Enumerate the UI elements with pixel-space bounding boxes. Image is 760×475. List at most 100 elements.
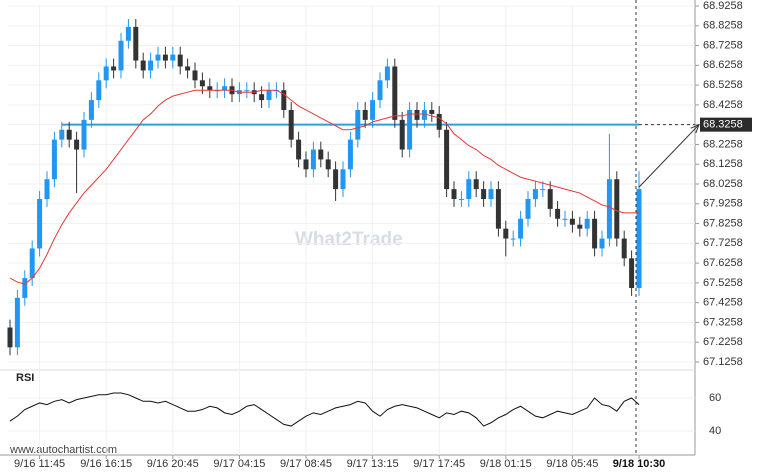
candle-body xyxy=(81,119,87,150)
arrow-head xyxy=(690,123,700,134)
y-tick-label: 67.9258 xyxy=(703,198,743,210)
y-tick-label: 68.8258 xyxy=(703,20,743,32)
candle-body xyxy=(162,54,168,61)
candle-body xyxy=(377,80,383,101)
candle-body xyxy=(510,238,516,240)
y-tick-label: 67.1258 xyxy=(703,356,743,368)
candle-body xyxy=(318,149,324,160)
candle-body xyxy=(429,109,435,114)
candle-body xyxy=(51,139,57,180)
candle-body xyxy=(384,66,390,81)
candle-body xyxy=(7,327,13,348)
candle-body xyxy=(303,159,309,170)
y-tick-label: 68.9258 xyxy=(703,0,743,12)
candle-body xyxy=(244,90,250,92)
candle-body xyxy=(259,94,265,101)
candle-body xyxy=(569,218,575,225)
candle-body xyxy=(177,54,183,67)
candle-body xyxy=(37,198,43,249)
candle-body xyxy=(532,189,538,199)
candle-body xyxy=(74,139,80,150)
candle-body xyxy=(192,70,198,81)
candle-body xyxy=(392,66,398,120)
candle-body xyxy=(636,189,642,288)
candle-body xyxy=(29,248,35,279)
candle-body xyxy=(518,218,524,239)
candle-body xyxy=(555,208,561,219)
candle-body xyxy=(118,40,124,71)
candle-body xyxy=(170,54,176,61)
candle-body xyxy=(621,238,627,259)
candle-body xyxy=(495,189,501,229)
candle-body xyxy=(458,198,464,200)
candle-body xyxy=(466,179,472,199)
candle-body xyxy=(88,100,94,120)
projection-arrow xyxy=(638,124,700,188)
y-tick-label: 67.8258 xyxy=(703,217,743,229)
candle-body xyxy=(562,218,568,220)
y-tick-label: 68.1258 xyxy=(703,158,743,170)
x-tick-label: 9/16 20:45 xyxy=(147,458,199,470)
candle-body xyxy=(525,198,531,219)
candle-body xyxy=(133,26,139,61)
candle-body xyxy=(473,179,479,190)
candle-body xyxy=(407,109,413,150)
y-tick-label: 67.6258 xyxy=(703,257,743,269)
tick-highlight xyxy=(700,117,752,132)
rsi-line xyxy=(9,392,640,427)
candle-body xyxy=(414,109,420,120)
candle-body xyxy=(592,218,598,249)
x-tick-label: 9/17 17:45 xyxy=(413,458,465,470)
y-tick-label: 68.6258 xyxy=(703,59,743,71)
candle-body xyxy=(199,80,205,87)
x-tick-label: 9/18 05:45 xyxy=(546,458,598,470)
candle-body xyxy=(340,169,346,190)
y-tick-label: 67.7258 xyxy=(703,237,743,249)
candle-body xyxy=(481,189,487,199)
rsi-label: RSI xyxy=(16,372,34,384)
y-tick-label: 68.5258 xyxy=(703,79,743,91)
candle-body xyxy=(96,80,102,101)
candle-body xyxy=(370,100,376,120)
x-tick-label: 9/17 04:15 xyxy=(213,458,265,470)
candle-body xyxy=(281,90,287,110)
x-tick-label: 9/17 13:15 xyxy=(347,458,399,470)
candle-body xyxy=(488,189,494,199)
y-tick-label: 67.4258 xyxy=(703,297,743,309)
candle-body xyxy=(547,189,553,209)
candle-body xyxy=(355,109,361,140)
y-tick-label: 68.2258 xyxy=(703,138,743,150)
candle-body xyxy=(222,86,228,91)
candle-body xyxy=(347,139,353,170)
candle-body xyxy=(399,119,405,150)
candle-body xyxy=(606,179,612,239)
candle-body xyxy=(577,224,583,229)
candle-body xyxy=(451,189,457,199)
candle-body xyxy=(44,179,50,199)
y-tick-label: 67.5258 xyxy=(703,277,743,289)
moving-average xyxy=(9,89,639,285)
candle-body xyxy=(59,129,65,140)
x-tick-label: 9/18 10:30 xyxy=(613,458,666,470)
candle-body xyxy=(503,228,509,239)
candle-body xyxy=(207,86,213,91)
x-tick-label: 9/16 16:15 xyxy=(80,458,132,470)
y-tick-label: 68.0258 xyxy=(703,178,743,190)
candle-body xyxy=(614,179,620,239)
candle-body xyxy=(66,129,72,140)
candle-body xyxy=(333,169,339,190)
candle-body xyxy=(125,26,131,41)
candle-body xyxy=(325,159,331,170)
candle-body xyxy=(140,60,146,71)
candle-body xyxy=(288,109,294,140)
candle-body xyxy=(310,149,316,170)
candle-body xyxy=(362,109,368,120)
candle-body xyxy=(266,90,272,101)
watermark: What2Trade xyxy=(295,229,403,250)
candle-body xyxy=(22,278,28,298)
candle-body xyxy=(421,109,427,120)
x-tick-label: 9/18 01:15 xyxy=(480,458,532,470)
x-tick-label: 9/16 11:45 xyxy=(14,458,65,470)
y-tick-label: 68.3258 xyxy=(703,119,743,131)
